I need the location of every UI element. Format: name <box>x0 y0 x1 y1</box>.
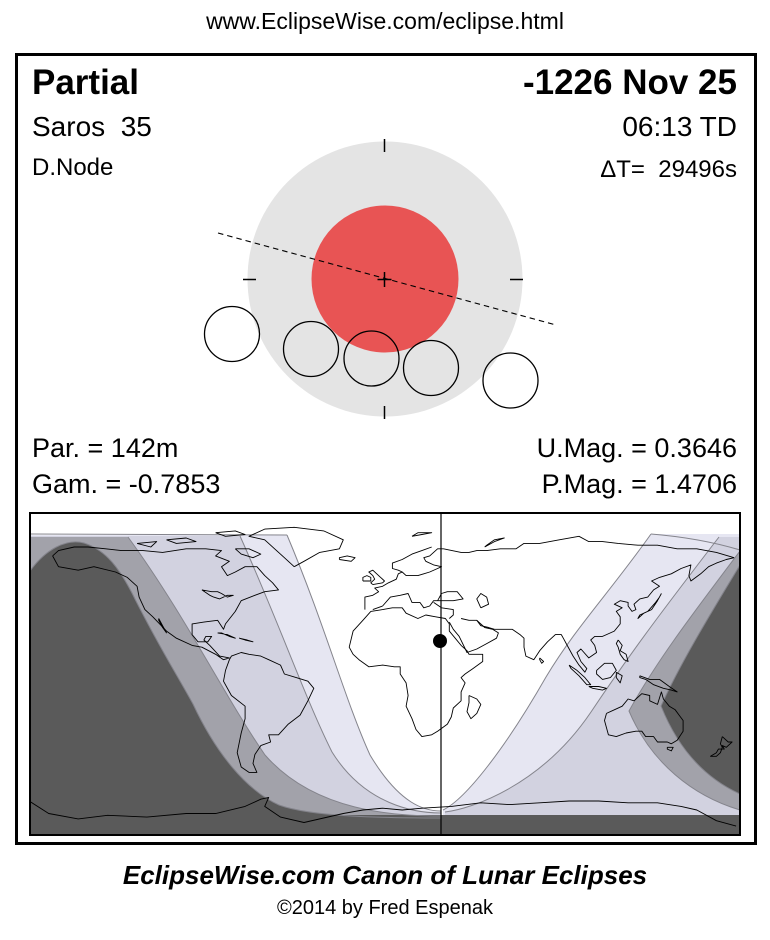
coastline-path <box>31 796 737 827</box>
delta-t-label: ΔT= 29496s <box>600 156 737 183</box>
coastline-path <box>568 664 592 686</box>
coastline-path <box>52 546 279 661</box>
moon-contact-outlines <box>203 305 539 409</box>
moon-outline-p1 <box>203 305 261 363</box>
moon-outline-u1 <box>282 320 340 378</box>
map-coastlines <box>31 526 737 827</box>
coastline-path <box>476 593 490 609</box>
coastline-path <box>637 593 662 619</box>
eclipse-diagram <box>203 139 557 419</box>
coastline-path <box>215 530 246 537</box>
coastline-path <box>166 537 197 544</box>
coastline-path <box>484 537 505 548</box>
moon-outline-greatest <box>343 330 400 387</box>
site-url-text: www.EclipseWise.com/eclipse.html <box>206 8 564 34</box>
shadow-center-cross <box>377 272 392 287</box>
coastline-path <box>368 569 385 586</box>
coastline-path <box>223 652 315 773</box>
coastline-path <box>239 637 254 643</box>
coastline-path <box>217 632 236 639</box>
map-zone-boundaries <box>31 533 739 819</box>
card-frame <box>15 53 757 845</box>
map-zone-not-visible-right <box>661 566 739 794</box>
coastline-path <box>588 686 607 691</box>
coastline-path <box>710 736 733 757</box>
coastline-path <box>338 555 356 562</box>
umbral-magnitude-stat: U.Mag. = 0.3646 <box>536 433 737 463</box>
coastline-path <box>362 575 372 582</box>
axis-tick-marks <box>243 139 523 419</box>
coastline-path <box>639 675 678 693</box>
moon-outline-p4 <box>482 352 539 409</box>
coastline-path <box>433 602 454 619</box>
copyright-text: ©2014 by Fred Espenak <box>277 897 493 919</box>
coastline-path <box>372 591 464 611</box>
coastline-path <box>158 618 167 634</box>
coastline-path <box>391 546 432 573</box>
moon-outline-u4 <box>402 339 460 397</box>
coastline-path <box>666 746 674 752</box>
coastline-path <box>596 662 617 680</box>
coastline-path <box>201 589 234 600</box>
eclipse-date-label: -1226 Nov 25 <box>522 63 737 102</box>
coastline-path <box>615 671 623 684</box>
greatest-eclipse-time-label: 06:13 TD <box>622 111 737 142</box>
coastline-path <box>136 541 158 548</box>
map-zone-not-visible-left <box>31 541 441 826</box>
coastline-path <box>466 695 482 720</box>
penumbral-magnitude-stat: P.Mag. = 1.4706 <box>541 469 737 499</box>
saros-label: Saros 35 <box>32 111 152 142</box>
canon-title: EclipseWise.com Canon of Lunar Eclipses <box>122 860 648 890</box>
coastline-path <box>615 639 629 662</box>
coastline-path <box>411 532 433 537</box>
coastline-path <box>604 691 684 745</box>
node-label: D.Node <box>32 154 114 181</box>
map-border <box>29 512 741 836</box>
coastline-path <box>248 526 344 568</box>
coastline-path <box>476 557 735 673</box>
coastline-path <box>364 548 444 610</box>
zenith-point-dot <box>433 634 447 648</box>
map-zone-not-visible-south <box>31 815 739 834</box>
visibility-map <box>29 512 741 836</box>
coastline-path <box>539 657 545 664</box>
gamma-stat: Gam. = -0.7853 <box>32 469 221 499</box>
coastline-path <box>443 535 735 559</box>
partial-duration-stat: Par. = 142m <box>32 433 179 463</box>
coastline-path <box>234 548 262 559</box>
eclipse-type-label: Partial <box>32 63 139 102</box>
coastline-path <box>348 607 484 738</box>
